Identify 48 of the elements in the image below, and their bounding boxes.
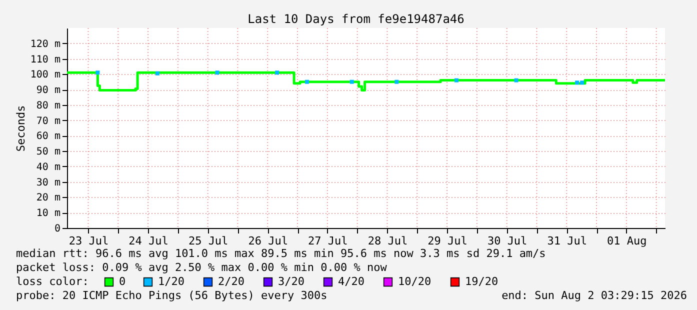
x-tick-label: 24 Jul bbox=[128, 234, 168, 248]
text: end: Sun Aug 2 03:29:15 2026 bbox=[502, 289, 687, 302]
x-tick-label: 31 Jul bbox=[547, 234, 587, 248]
point bbox=[454, 78, 458, 82]
point bbox=[155, 71, 160, 76]
legend-label: 10/20 bbox=[398, 275, 432, 288]
y-tick-label: 30 m bbox=[36, 177, 60, 188]
x-tick-label: 30 Jul bbox=[487, 234, 528, 248]
point bbox=[215, 70, 220, 75]
legend-label: 4/20 bbox=[338, 275, 364, 288]
x-tick-label: 27 Jul bbox=[308, 234, 348, 248]
y-tick-label: 20 m bbox=[36, 192, 60, 204]
text: median rtt: 96.6 ms avg 101.0 ms max 89.5 ms min 95.6 ms now 3.3 ms sd 29.1 am/s bbox=[16, 247, 546, 260]
x-tick-label: 23 Jul bbox=[68, 234, 109, 248]
point bbox=[350, 80, 354, 84]
y-tick-label: 110 m bbox=[30, 54, 60, 66]
point bbox=[580, 80, 584, 85]
y-tick-label: 50 m bbox=[36, 146, 60, 158]
y-axis-title: Seconds bbox=[14, 105, 28, 152]
legend-label: 19/20 bbox=[465, 275, 498, 288]
x-tick-label: 26 Jul bbox=[248, 234, 288, 248]
y-tick-label: 100 m bbox=[30, 70, 60, 81]
legend-title: loss color: bbox=[16, 275, 89, 288]
text: packet loss: 0.09 % avg 2.50 % max 0.00 % min 0.00 % now bbox=[16, 261, 388, 274]
y-tick-label: 70 m bbox=[36, 116, 60, 127]
legend-label: 1/20 bbox=[158, 275, 184, 288]
point bbox=[394, 80, 399, 84]
legend-label: 3/20 bbox=[278, 275, 304, 288]
point bbox=[96, 70, 100, 75]
y-tick-label: 80 m bbox=[36, 100, 60, 112]
x-tick-label: 29 Jul bbox=[428, 234, 468, 248]
legend-label: 2/20 bbox=[218, 275, 244, 288]
y-tick-label: 120 m bbox=[30, 38, 60, 50]
y-tick-label: 60 m bbox=[36, 131, 60, 142]
x-tick-label: 28 Jul bbox=[368, 234, 408, 248]
x-tick-label: 01 Aug bbox=[607, 234, 647, 248]
y-tick-label: 90 m bbox=[36, 85, 60, 96]
point bbox=[575, 80, 580, 85]
y-tick-label: 10 m bbox=[36, 208, 60, 220]
point bbox=[304, 80, 309, 84]
chart-title: Last 10 Days from fe9e19487a46 bbox=[248, 12, 464, 26]
point bbox=[514, 78, 518, 82]
x-tick-label: 25 Jul bbox=[188, 234, 228, 248]
y-tick-label: 40 m bbox=[36, 162, 60, 173]
point bbox=[275, 70, 280, 75]
legend-label: 0 bbox=[119, 275, 126, 288]
text: probe: 20 ICMP Echo Pings (56 Bytes) every 300s bbox=[16, 289, 328, 302]
y-tick-label: 0 bbox=[54, 224, 60, 234]
